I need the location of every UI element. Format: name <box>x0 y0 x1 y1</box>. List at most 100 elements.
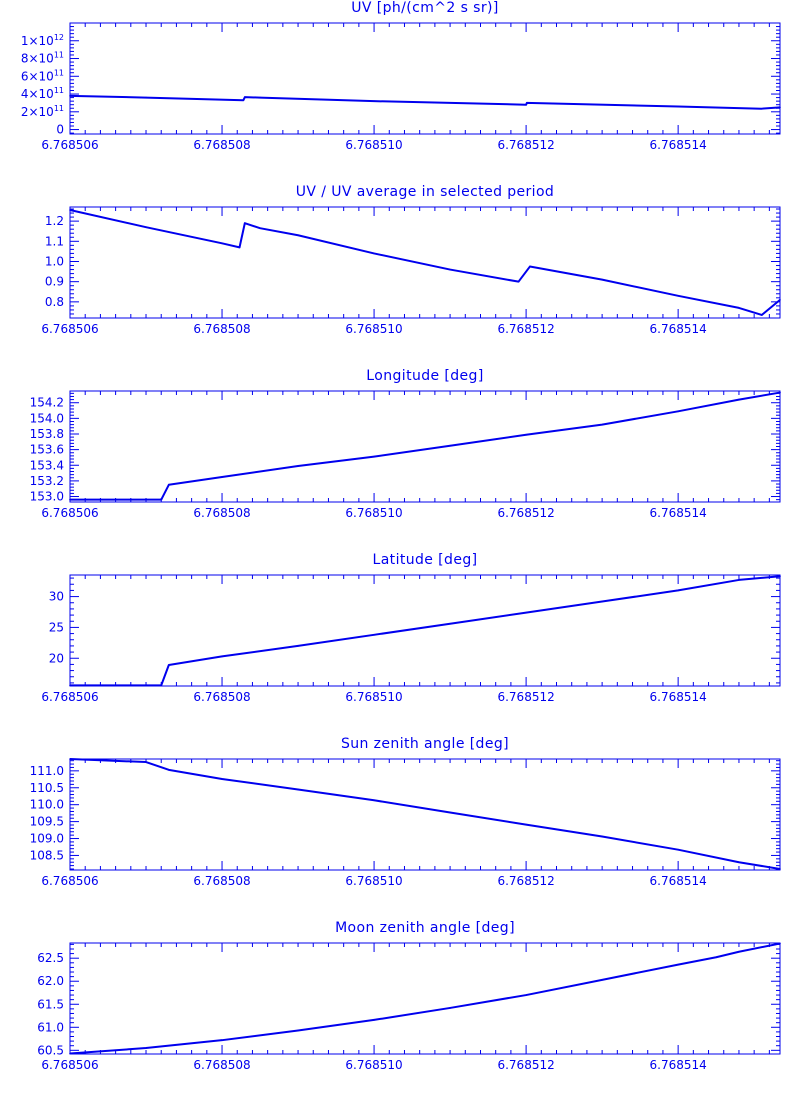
x-tick-label: 6.768514 <box>650 138 707 152</box>
data-point <box>242 99 245 102</box>
data-point <box>525 103 527 106</box>
y-tick-label: 153.8 <box>30 427 64 441</box>
x-tick-label: 6.768512 <box>497 138 554 152</box>
x-tick-label: 6.768512 <box>497 322 554 336</box>
data-point <box>779 575 781 578</box>
chart-title: Latitude [deg] <box>372 552 478 568</box>
y-tick-label: 6×1011 <box>21 68 64 83</box>
y-tick-label: 30 <box>49 590 64 604</box>
data-point <box>373 455 375 458</box>
y-tick-label: 62.5 <box>37 951 64 965</box>
x-tick-label: 6.768512 <box>497 1058 554 1072</box>
data-point <box>145 761 147 763</box>
data-point <box>760 314 763 316</box>
data-point <box>297 465 299 467</box>
x-tick-label: 6.768510 <box>345 138 402 152</box>
data-point <box>168 664 170 666</box>
chart-panel: UV [ph/(cm^2 s sr)] 6.768506 6.768508 6.768… <box>0 0 800 180</box>
x-tick-label: 6.768508 <box>193 874 250 888</box>
data-point <box>221 655 223 658</box>
chart-svg: 6.768506 6.768508 6.768510 6.768512 6.768514… <box>30 758 781 888</box>
x-tick-label: 6.768514 <box>650 690 707 704</box>
data-point <box>677 410 679 413</box>
y-tick-label: 108.5 <box>30 848 64 862</box>
plot-frame <box>69 758 781 871</box>
data-point <box>297 645 299 647</box>
data-point <box>259 96 261 99</box>
x-tick-label: 6.768510 <box>345 506 402 520</box>
data-point <box>779 942 781 945</box>
data-point <box>449 1007 451 1009</box>
data-point <box>779 868 781 870</box>
series-line <box>69 94 781 110</box>
x-tick-label: 6.768508 <box>193 138 250 152</box>
x-tick-label: 6.768506 <box>41 138 98 152</box>
data-point <box>221 778 223 780</box>
data-point <box>779 391 781 394</box>
chart-svg: 6.768506 6.768508 6.768510 6.768512 6.768514… <box>41 206 781 336</box>
x-tick-label: 6.768514 <box>650 322 707 336</box>
chart-title: Longitude [deg] <box>366 368 484 384</box>
data-point <box>601 979 603 981</box>
data-point <box>715 956 717 959</box>
x-tick-label: 6.768512 <box>497 690 554 704</box>
x-tick-label: 6.768514 <box>650 1058 707 1072</box>
y-tick-label: 109.0 <box>30 832 64 846</box>
data-point <box>373 1019 375 1021</box>
chart-svg: 6.768506 6.768508 6.768510 6.768512 6.768514… <box>21 22 781 152</box>
data-point <box>677 295 679 297</box>
y-tick-label: 1.2 <box>45 214 64 228</box>
plot-frame <box>69 574 781 687</box>
data-point <box>244 222 246 224</box>
y-tick-label: 25 <box>49 620 64 634</box>
x-tick-label: 6.768514 <box>650 506 707 520</box>
data-point <box>238 246 241 249</box>
x-tick-label: 6.768506 <box>41 1058 98 1072</box>
y-tick-label: 20 <box>49 651 64 665</box>
y-tick-label: 62.0 <box>37 974 64 988</box>
y-tick-label: 110.5 <box>30 781 64 795</box>
chart-title: Sun zenith angle [deg] <box>340 736 510 752</box>
data-point <box>449 622 451 625</box>
y-tick-label: 60.5 <box>37 1043 64 1057</box>
chart-panel: UV / UV average in selected period 6.7685… <box>0 184 800 364</box>
series-line <box>69 758 781 870</box>
x-tick-label: 6.768510 <box>345 322 402 336</box>
x-tick-label: 6.768510 <box>345 690 402 704</box>
y-tick-label: 0.8 <box>45 295 64 309</box>
data-point <box>760 107 763 110</box>
data-point <box>525 994 527 996</box>
data-point <box>373 252 375 255</box>
data-point <box>449 811 451 814</box>
chart-panel: Sun zenith angle [deg] 6.768506 6.768508 6.… <box>0 736 800 916</box>
y-tick-label: 2×1011 <box>21 104 64 119</box>
chart-panel: Latitude [deg] 6.768506 6.768508 6.768510 6.… <box>0 552 800 732</box>
chart-svg: 6.768506 6.768508 6.768510 6.768512 6.768514… <box>37 942 781 1072</box>
data-point <box>221 242 223 245</box>
x-tick-label: 6.768506 <box>41 690 98 704</box>
data-point <box>677 848 679 851</box>
data-point <box>677 963 679 966</box>
data-point <box>244 96 246 98</box>
plot-frame <box>69 22 781 135</box>
data-point <box>145 226 147 228</box>
x-tick-label: 6.768506 <box>41 506 98 520</box>
data-point <box>525 823 527 826</box>
data-point <box>677 105 679 108</box>
x-tick-label: 6.768508 <box>193 322 250 336</box>
data-point <box>601 835 603 838</box>
y-tick-label: 110.0 <box>30 798 64 812</box>
data-point <box>373 100 375 102</box>
plot-frame <box>69 942 781 1055</box>
x-tick-label: 6.768510 <box>345 874 402 888</box>
data-point <box>297 788 299 791</box>
data-point <box>69 758 71 760</box>
data-point <box>738 307 740 309</box>
y-tick-label: 61.0 <box>37 1020 64 1034</box>
data-point <box>449 444 451 447</box>
y-tick-label: 153.4 <box>30 458 64 472</box>
data-point <box>677 589 679 592</box>
x-tick-label: 6.768508 <box>193 690 250 704</box>
plot-frame <box>69 206 781 319</box>
chart-svg: 6.768506 6.768508 6.768510 6.768512 6.768514… <box>30 390 781 520</box>
